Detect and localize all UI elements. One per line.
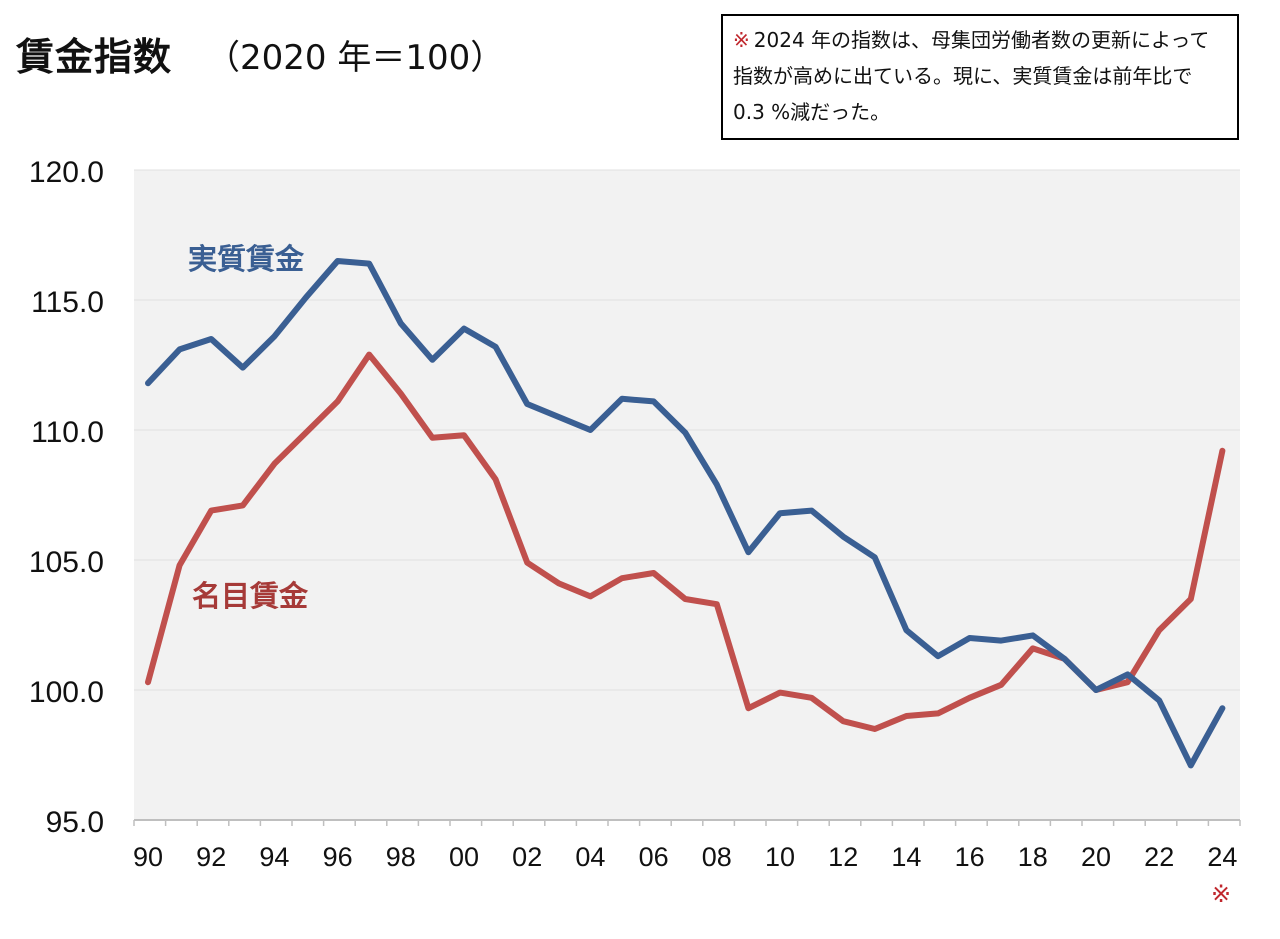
footnote-mark: ※ — [1211, 880, 1232, 908]
y-tick-label: 100.0 — [29, 676, 104, 709]
x-tick-label: 96 — [323, 842, 353, 872]
x-tick-label: 22 — [1144, 842, 1174, 872]
plot-background — [134, 170, 1240, 820]
y-tick-label: 120.0 — [29, 156, 104, 189]
x-tick-label: 02 — [512, 842, 542, 872]
x-tick-label: 24 — [1207, 842, 1237, 872]
x-tick-label: 16 — [955, 842, 985, 872]
y-tick-label: 95.0 — [46, 806, 104, 839]
note-text: 2024 年の指数は、母集団労働者数の更新によって指数が高めに出ている。現に、実… — [733, 28, 1210, 124]
x-tick-label: 14 — [891, 842, 921, 872]
y-axis: 95.0 100.0 105.0 110.0 115.0 120.0 — [29, 156, 104, 839]
x-tick-label: 98 — [386, 842, 416, 872]
x-tick-label: 92 — [196, 842, 226, 872]
note-mark: ※ — [733, 28, 750, 52]
series-lines — [145, 258, 1226, 769]
legend-label-real-wage: 実質賃金 — [188, 242, 305, 276]
x-tick-label: 94 — [259, 842, 289, 872]
y-tick-label: 105.0 — [29, 546, 104, 579]
x-tick-label: 20 — [1081, 842, 1111, 872]
legend-label-nominal-wage: 名目賃金 — [192, 579, 309, 613]
x-tick-label: 18 — [1018, 842, 1048, 872]
y-tick-label: 115.0 — [31, 286, 104, 319]
x-tick-label: 04 — [575, 842, 605, 872]
x-tick-label: 12 — [828, 842, 858, 872]
x-tick-label: 00 — [449, 842, 479, 872]
chart-subtitle: （2020 年＝100） — [206, 38, 505, 78]
series-line-real-wage — [145, 258, 1226, 769]
x-tick-label: 08 — [702, 842, 732, 872]
y-tick-label: 110.0 — [31, 416, 104, 449]
x-tick-label: 10 — [765, 842, 795, 872]
series-line-nominal-wage — [145, 351, 1226, 732]
note-box: ※ 2024 年の指数は、母集団労働者数の更新によって指数が高めに出ている。現に、… — [721, 14, 1239, 140]
x-tick-label: 06 — [639, 842, 669, 872]
grid-lines — [134, 169, 1240, 691]
x-axis: 90 92 94 96 98 00 02 04 06 08 10 12 14 16 18 20 22 24 — [133, 819, 1241, 872]
chart-title: 賃金指数 — [16, 35, 173, 79]
x-tick-label: 90 — [133, 842, 163, 872]
